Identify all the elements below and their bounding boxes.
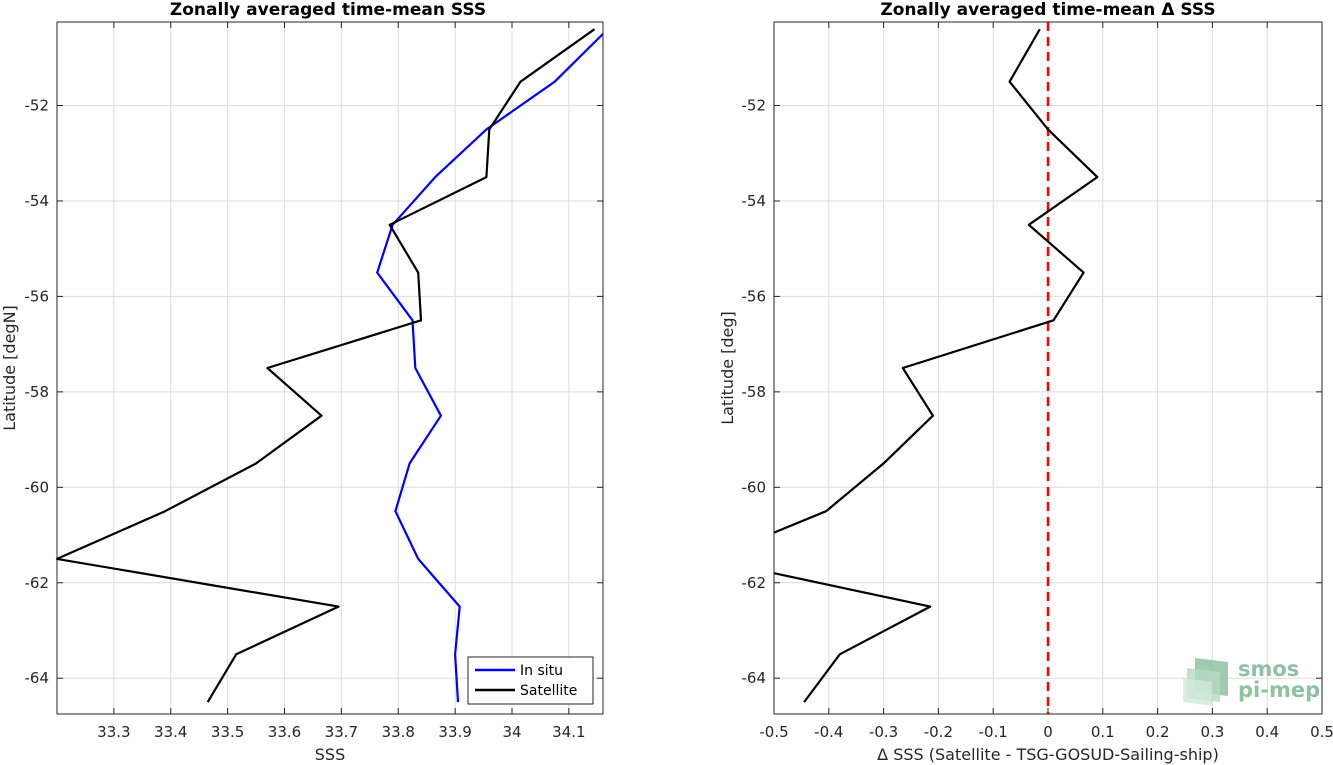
y-tick-label: -56 [25,287,50,305]
left-plot-frame [56,21,604,715]
x-tick-label: 34.1 [552,723,585,741]
y-tick-label: -62 [25,574,50,592]
right-x-axis-label: Δ SSS (Satellite - TSG-GOSUD-Sailing-shi… [877,745,1219,764]
x-tick-label: -0.1 [979,723,1008,741]
y-tick-label: -52 [25,97,50,115]
y-tick-label: -54 [742,192,767,210]
left-panel-sss: Zonally averaged time-mean SSS 33.3 33.4 3… [0,0,604,764]
x-tick-label: 33.7 [325,723,358,741]
in-situ-line [376,33,604,703]
y-tick-label: -52 [742,97,767,115]
x-tick-label: 0.4 [1255,723,1279,741]
x-tick-label: -0.2 [924,723,953,741]
smos-pi-mep-logo: smos pi-mep [1183,657,1320,706]
x-tick-label: 0.2 [1146,723,1170,741]
y-tick-label: -58 [25,383,50,401]
x-tick-label: 33.3 [97,723,130,741]
logo-mark-icon [1183,678,1212,706]
x-tick-label: 33.5 [211,723,244,741]
legend-label-satellite: Satellite [520,683,577,699]
right-series-lines [773,22,1099,714]
left-chart-title: Zonally averaged time-mean SSS [170,0,486,20]
y-tick-label: -54 [25,192,50,210]
x-tick-label: 0 [1043,723,1053,741]
x-tick-label: -0.5 [759,723,788,741]
x-tick-label: 33.4 [154,723,187,741]
left-x-axis-label: SSS [315,745,345,764]
right-plot-frame [773,21,1323,715]
logo-text-line2: pi-mep [1238,678,1320,702]
delta-sss-line [773,28,1099,534]
right-x-ticks: -0.5 -0.4 -0.3 -0.2 -0.1 0 0.1 0.2 0.3 0.4 0.5 [759,22,1333,741]
x-tick-label: 0.3 [1200,723,1224,741]
y-tick-label: -64 [25,669,50,687]
legend: In situ Satellite [467,656,594,705]
x-tick-label: 33.6 [268,723,301,741]
x-tick-label: 33.9 [438,723,471,741]
satellite-line [55,28,596,703]
x-tick-label: -0.4 [814,723,843,741]
delta-sss-line [773,572,932,703]
x-tick-label: 34 [502,723,521,741]
y-tick-label: -58 [742,383,767,401]
right-y-axis-label: Latitude [deg] [718,311,737,425]
legend-label-in-situ: In situ [520,663,563,679]
left-y-ticks: -64 -62 -60 -58 -56 -54 -52 [25,97,603,687]
left-y-axis-label: Latitude [degN] [0,305,19,431]
y-tick-label: -60 [742,478,767,496]
right-panel-delta-sss: Zonally averaged time-mean Δ SSS -0.5 -0.… [718,0,1333,764]
x-tick-label: 33.8 [382,723,415,741]
y-tick-label: -64 [742,669,767,687]
right-chart-title: Zonally averaged time-mean Δ SSS [880,0,1215,20]
x-tick-label: 0.1 [1091,723,1115,741]
y-tick-label: -56 [742,287,767,305]
x-tick-label: -0.3 [869,723,898,741]
legend-box [467,656,594,705]
y-tick-label: -62 [742,574,767,592]
left-x-ticks: 33.3 33.4 33.5 33.6 33.7 33.8 33.9 34 34.1 [97,22,586,741]
logo-text-line1: smos [1238,657,1299,681]
left-series-lines [55,28,604,703]
right-y-ticks: -64 -62 -60 -58 -56 -54 -52 [742,97,1322,687]
x-tick-label: 0.5 [1310,723,1333,741]
y-tick-label: -60 [25,478,50,496]
